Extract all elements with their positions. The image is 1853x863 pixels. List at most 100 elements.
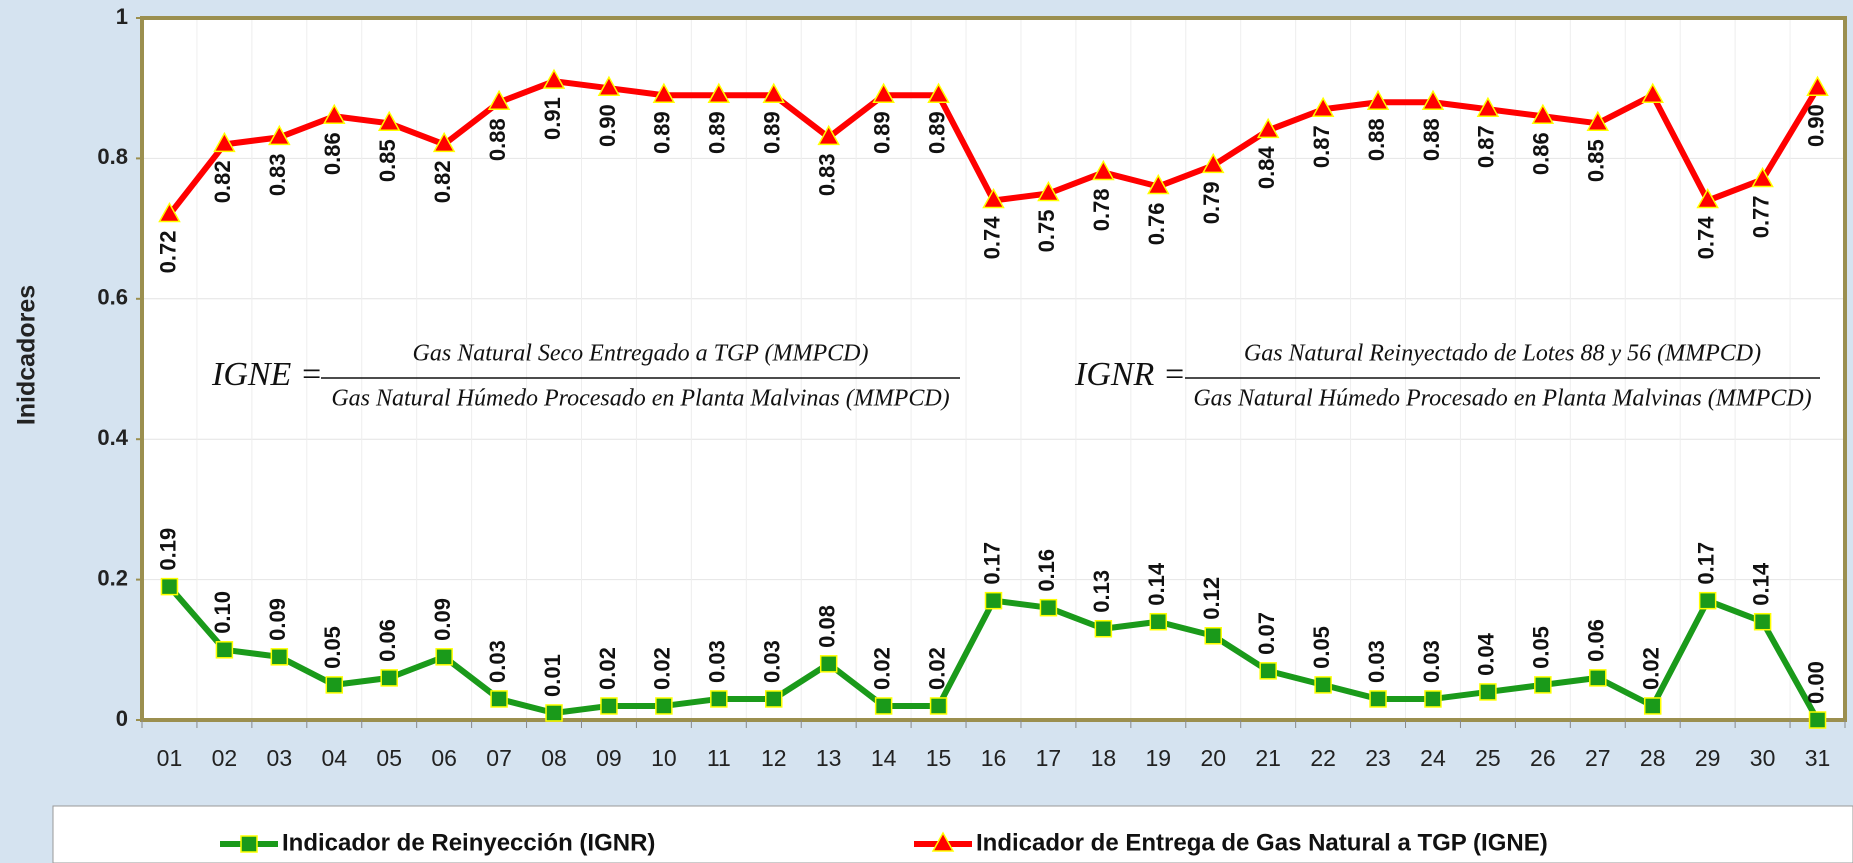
data-label: 0.90 xyxy=(1803,104,1828,147)
data-label: 0.82 xyxy=(210,160,235,203)
marker xyxy=(490,690,508,708)
marker xyxy=(432,131,456,153)
data-label: 0.89 xyxy=(924,111,949,154)
marker xyxy=(1147,173,1170,195)
marker xyxy=(1256,117,1280,139)
data-label: 0.88 xyxy=(485,118,510,161)
data-label: 0.12 xyxy=(1199,577,1224,620)
x-tick-label: 02 xyxy=(212,745,238,771)
marker xyxy=(1421,89,1445,110)
x-tick-label: 13 xyxy=(816,745,842,771)
x-tick-label: 06 xyxy=(431,745,457,771)
data-label: 0.89 xyxy=(869,111,894,154)
x-tick-label: 09 xyxy=(596,745,622,771)
marker xyxy=(215,641,234,659)
marker xyxy=(1314,676,1332,694)
formula-lhs: IGNR = xyxy=(1074,356,1186,393)
marker xyxy=(597,75,621,96)
marker xyxy=(1201,152,1225,174)
data-label: 0.89 xyxy=(650,111,675,154)
data-label: 0.09 xyxy=(430,598,455,641)
data-label: 0.19 xyxy=(155,528,180,571)
marker xyxy=(160,577,179,596)
marker xyxy=(1643,697,1662,715)
data-label: 0.02 xyxy=(595,647,620,690)
formula-numerator: Gas Natural Seco Entregado a TGP (MMPCD) xyxy=(413,341,869,367)
marker xyxy=(545,704,563,722)
data-label: 0.86 xyxy=(1529,132,1554,175)
marker xyxy=(1806,75,1829,96)
x-tick-label: 23 xyxy=(1365,745,1391,771)
x-tick-label: 30 xyxy=(1750,745,1776,771)
marker xyxy=(1751,166,1774,188)
marker xyxy=(1149,612,1168,631)
marker xyxy=(872,82,895,103)
data-label: 0.17 xyxy=(979,542,1004,585)
data-label: 0.03 xyxy=(485,640,510,683)
x-tick-label: 12 xyxy=(761,745,787,771)
marker xyxy=(377,110,401,132)
marker xyxy=(380,669,398,687)
x-tick-label: 14 xyxy=(871,745,897,771)
formula-denominator: Gas Natural Húmedo Procesado en Planta M… xyxy=(331,386,949,412)
x-tick-label: 24 xyxy=(1420,745,1446,771)
marker xyxy=(1696,187,1719,209)
marker xyxy=(1259,662,1277,680)
data-label: 0.03 xyxy=(705,640,730,683)
data-label: 0.01 xyxy=(540,654,565,697)
marker xyxy=(487,89,511,110)
data-label: 0.06 xyxy=(375,619,400,662)
data-label: 0.14 xyxy=(1748,562,1773,606)
data-label: 0.02 xyxy=(1639,647,1664,690)
marker xyxy=(762,82,786,103)
data-label: 0.88 xyxy=(1364,118,1389,161)
marker xyxy=(158,202,181,223)
marker xyxy=(435,648,453,666)
data-label: 0.08 xyxy=(815,605,840,648)
marker xyxy=(322,103,346,125)
marker xyxy=(1479,683,1497,701)
data-label: 0.74 xyxy=(979,216,1004,260)
marker xyxy=(1369,690,1387,708)
legend-label: Indicador de Entrega de Gas Natural a TG… xyxy=(976,829,1548,856)
marker xyxy=(542,68,566,89)
data-label: 0.84 xyxy=(1254,146,1279,190)
marker xyxy=(1589,669,1607,687)
data-label: 0.06 xyxy=(1584,619,1609,662)
marker xyxy=(213,131,236,153)
marker xyxy=(982,187,1005,209)
data-label: 0.17 xyxy=(1693,542,1718,585)
marker xyxy=(1311,96,1335,118)
data-label: 0.78 xyxy=(1089,188,1114,231)
marker xyxy=(652,82,676,103)
data-label: 0.75 xyxy=(1034,210,1059,253)
x-tick-label: 01 xyxy=(157,745,183,771)
legend-box xyxy=(52,805,1853,863)
marker xyxy=(655,697,673,715)
x-tick-label: 26 xyxy=(1530,745,1556,771)
marker xyxy=(1037,180,1060,202)
marker xyxy=(929,697,948,715)
marker xyxy=(819,655,838,673)
marker xyxy=(765,690,783,708)
x-tick-label: 07 xyxy=(486,745,512,771)
x-tick-label: 03 xyxy=(267,745,293,771)
data-label: 0.10 xyxy=(210,591,235,634)
data-label: 0.02 xyxy=(869,647,894,690)
x-tick-label: 04 xyxy=(321,745,347,771)
data-label: 0.77 xyxy=(1748,195,1773,238)
marker xyxy=(270,648,289,666)
y-tick-label: 0.2 xyxy=(97,565,128,590)
data-label: 0.14 xyxy=(1144,562,1169,606)
marker xyxy=(325,676,344,694)
data-label: 0.83 xyxy=(815,153,840,196)
x-tick-label: 28 xyxy=(1640,745,1666,771)
marker xyxy=(240,835,258,853)
marker xyxy=(1204,627,1222,645)
x-tick-label: 15 xyxy=(926,745,952,771)
marker xyxy=(984,591,1003,610)
marker xyxy=(1424,690,1442,708)
marker xyxy=(1092,159,1115,181)
marker xyxy=(931,831,955,852)
marker xyxy=(874,697,893,715)
